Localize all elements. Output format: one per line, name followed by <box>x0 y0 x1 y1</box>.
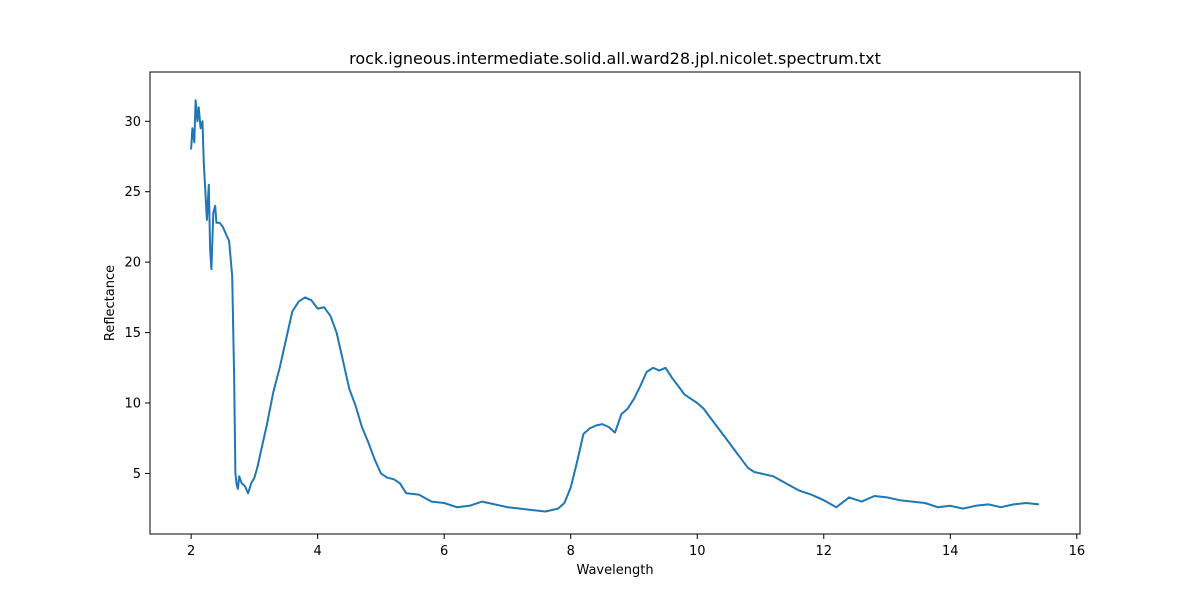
x-axis-label: Wavelength <box>576 563 653 578</box>
y-axis: 5 10 15 20 25 30 <box>124 115 150 482</box>
y-axis-label: Reflectance <box>103 265 118 341</box>
x-tick-label: 12 <box>816 544 833 559</box>
y-tick-label: 25 <box>124 185 141 200</box>
chart-title: rock.igneous.intermediate.solid.all.ward… <box>349 49 881 68</box>
x-tick-label: 2 <box>187 544 195 559</box>
y-tick-label: 20 <box>124 256 141 271</box>
x-tick-label: 8 <box>567 544 575 559</box>
x-tick-label: 14 <box>942 544 959 559</box>
x-tick-label: 16 <box>1069 544 1086 559</box>
x-tick-label: 4 <box>314 544 322 559</box>
y-tick-label: 5 <box>133 467 141 482</box>
x-axis: 2 4 6 8 10 12 14 16 <box>187 534 1085 559</box>
y-tick-label: 15 <box>124 326 141 341</box>
x-tick-label: 10 <box>689 544 706 559</box>
y-tick-label: 30 <box>124 115 141 130</box>
y-tick-label: 10 <box>124 397 141 412</box>
x-tick-label: 6 <box>440 544 448 559</box>
spectrum-line <box>190 99 1040 513</box>
plot-area <box>149 71 1081 535</box>
